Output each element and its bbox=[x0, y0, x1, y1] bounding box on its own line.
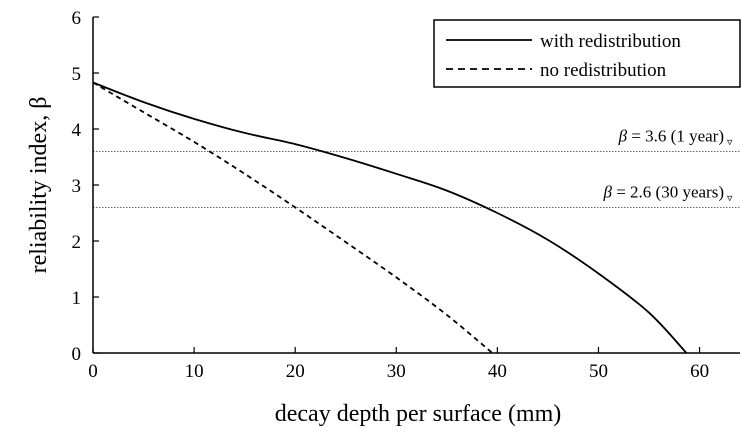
y-tick-label: 4 bbox=[72, 120, 82, 141]
y-tick-label: 6 bbox=[72, 8, 82, 29]
legend-label-with-redistribution: with redistribution bbox=[540, 31, 681, 52]
x-tick-label: 40 bbox=[488, 361, 507, 382]
y-tick-label: 5 bbox=[72, 64, 82, 85]
x-tick-label: 30 bbox=[387, 361, 406, 382]
y-tick-label: 3 bbox=[72, 176, 82, 197]
reference-lines: β = 3.6 (1 year) ▿β = 2.6 (30 years) ▿ bbox=[93, 126, 740, 208]
series-lines bbox=[92, 81, 688, 354]
reference-line-marker: ▿ bbox=[727, 136, 733, 148]
reference-line-label: β = 3.6 (1 year) bbox=[618, 126, 724, 145]
reference-line-label: β = 2.6 (30 years) bbox=[603, 182, 725, 201]
x-axis-title: decay depth per surface (mm) bbox=[275, 401, 562, 427]
legend-label-no-redistribution: no redistribution bbox=[540, 60, 667, 81]
series-line bbox=[92, 81, 688, 354]
tick-labels: 0 10 20 30 40 50 60 0 1 2 3 4 5 6 bbox=[72, 8, 710, 382]
y-tick-label: 0 bbox=[72, 344, 82, 365]
y-tick-label: 2 bbox=[72, 232, 82, 253]
x-tick-label: 20 bbox=[286, 361, 305, 382]
legend-box bbox=[433, 19, 741, 88]
x-tick-label: 10 bbox=[185, 361, 204, 382]
x-tick-label: 0 bbox=[88, 361, 98, 382]
x-tick-label: 50 bbox=[589, 361, 608, 382]
reference-line-marker: ▿ bbox=[727, 192, 733, 204]
axes bbox=[92, 16, 740, 354]
series-line bbox=[92, 81, 493, 354]
y-tick-label: 1 bbox=[72, 288, 82, 309]
x-tick-label: 60 bbox=[690, 361, 709, 382]
y-axis-title: reliability index, β bbox=[26, 97, 52, 274]
legend: with redistribution no redistribution bbox=[433, 19, 741, 88]
